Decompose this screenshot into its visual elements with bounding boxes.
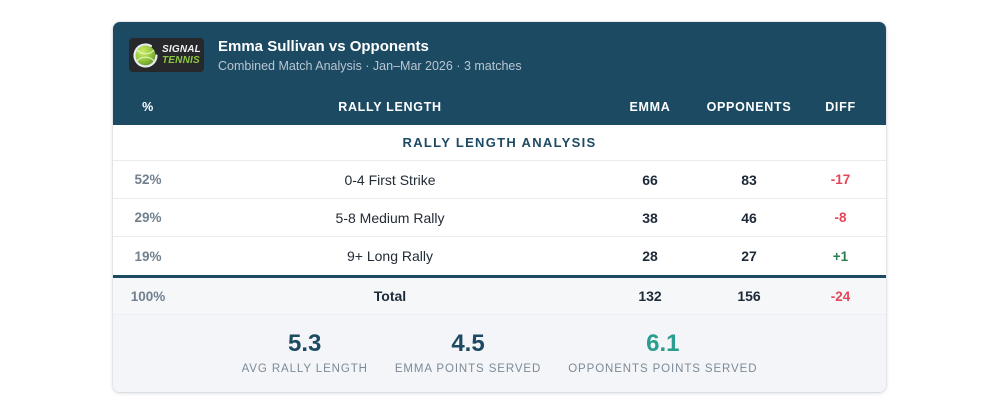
table-column-header-row: % RALLY LENGTH EMMA OPPONENTS DIFF (113, 88, 886, 125)
row-emma-value: 66 (642, 171, 658, 188)
table-row: 52% 0-4 First Strike 66 83 -17 (113, 161, 886, 199)
row-label: 0-4 First Strike (344, 171, 436, 188)
logo-wordmark: SIGNAL TENNIS (162, 44, 201, 66)
section-title-row: RALLY LENGTH ANALYSIS (113, 125, 886, 161)
stat-label: OPPONENTS POINTS SERVED (568, 363, 758, 375)
column-header-opponents: OPPONENTS (706, 99, 792, 114)
row-label: 5-8 Medium Rally (335, 209, 445, 226)
table-total-row: 100% Total 132 156 -24 (113, 275, 886, 314)
match-analysis-card: SIGNAL TENNIS Emma Sullivan vs Opponents… (113, 22, 886, 392)
stat-label: AVG RALLY LENGTH (241, 363, 368, 375)
signal-tennis-logo: SIGNAL TENNIS (129, 38, 204, 72)
stat-value: 6.1 (646, 330, 680, 357)
stat-label: EMMA POINTS SERVED (394, 363, 542, 375)
row-opponents-value: 46 (741, 209, 757, 226)
summary-footer: 5.3 AVG RALLY LENGTH 4.5 EMMA POINTS SER… (113, 314, 886, 392)
row-pct: 19% (134, 248, 162, 264)
stat-emma-points-served: 4.5 EMMA POINTS SERVED (394, 330, 542, 376)
total-label: Total (373, 288, 407, 304)
page-title: Emma Sullivan vs Opponents (218, 37, 429, 55)
row-diff-value: -17 (830, 172, 851, 187)
total-pct: 100% (130, 288, 166, 304)
row-opponents-value: 83 (741, 171, 757, 188)
stat-opponents-points-served: 6.1 OPPONENTS POINTS SERVED (567, 330, 758, 376)
row-emma-value: 28 (642, 248, 658, 264)
table-row: 29% 5-8 Medium Rally 38 46 -8 (113, 199, 886, 237)
page-subtitle: Combined Match Analysis · Jan–Mar 2026 ·… (218, 58, 522, 73)
table-row: 19% 9+ Long Rally 28 27 +1 (113, 237, 886, 275)
column-header-emma: EMMA (629, 99, 671, 114)
row-label: 9+ Long Rally (346, 248, 433, 264)
stat-avg-rally-length: 5.3 AVG RALLY LENGTH (241, 330, 369, 376)
stat-value: 4.5 (451, 330, 485, 357)
total-emma-value: 132 (638, 288, 662, 304)
stat-value: 5.3 (288, 330, 322, 357)
column-header-diff: DIFF (825, 99, 856, 114)
row-pct: 52% (134, 172, 162, 187)
total-opponents-value: 156 (737, 288, 761, 304)
card-header: SIGNAL TENNIS Emma Sullivan vs Opponents… (113, 22, 886, 88)
logo-word-signal: SIGNAL (162, 44, 201, 55)
row-emma-value: 38 (642, 209, 658, 226)
tennis-ball-icon (132, 42, 159, 69)
row-opponents-value: 27 (741, 248, 757, 264)
column-header-rally-length: RALLY LENGTH (338, 99, 442, 114)
row-diff-value: -8 (834, 210, 847, 225)
row-diff-value: +1 (832, 248, 849, 264)
total-diff-value: -24 (830, 288, 851, 304)
logo-word-tennis: TENNIS (162, 55, 200, 66)
section-title: RALLY LENGTH ANALYSIS (402, 135, 597, 150)
column-header-pct: % (142, 99, 154, 114)
header-titles: Emma Sullivan vs Opponents Combined Matc… (218, 38, 522, 73)
row-pct: 29% (134, 210, 162, 225)
